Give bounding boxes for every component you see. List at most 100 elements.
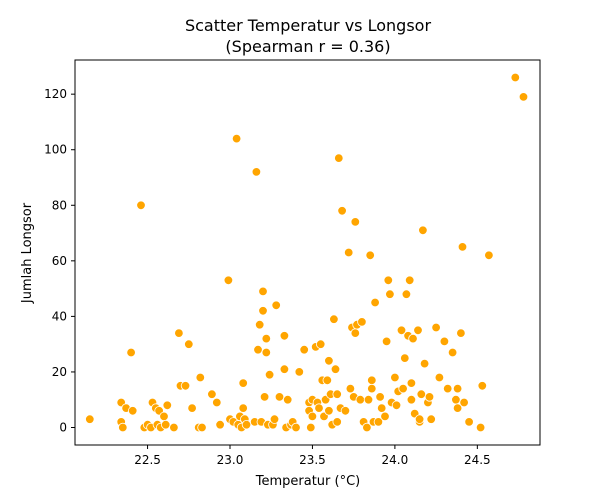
data-point — [401, 289, 412, 299]
data-point — [259, 392, 270, 402]
data-point — [253, 345, 263, 355]
data-point — [136, 200, 146, 211]
data-point — [127, 406, 138, 416]
data-point — [314, 403, 324, 413]
data-point — [334, 153, 344, 163]
data-point — [160, 420, 171, 430]
data-point — [291, 422, 301, 433]
data-point — [363, 395, 374, 405]
data-point — [261, 333, 272, 344]
data-point — [362, 422, 372, 433]
data-point — [365, 250, 375, 261]
data-point — [162, 400, 173, 411]
data-point — [238, 403, 248, 413]
data-point — [322, 375, 333, 386]
data-point — [223, 275, 234, 286]
data-point — [126, 347, 136, 358]
data-point — [391, 400, 402, 411]
data-point — [231, 133, 242, 144]
data-point — [197, 422, 207, 433]
data-point — [184, 339, 194, 349]
x-tick-label: 23.0 — [217, 453, 244, 467]
data-point — [215, 420, 225, 430]
data-point — [431, 322, 441, 333]
data-point — [459, 397, 469, 408]
data-point — [195, 372, 206, 383]
data-point — [419, 358, 430, 369]
data-point — [373, 417, 384, 427]
data-point — [269, 414, 280, 424]
data-point — [370, 297, 380, 308]
data-point — [340, 406, 351, 416]
data-point — [439, 336, 450, 347]
data-point — [385, 289, 395, 299]
data-point — [377, 403, 387, 413]
x-tick-label: 24.0 — [382, 453, 409, 467]
data-point — [464, 417, 474, 427]
y-axis-label: Jumlah Longsor — [20, 202, 35, 304]
y-tick-label: 0 — [59, 421, 67, 435]
data-point — [484, 250, 494, 261]
data-point — [332, 389, 342, 399]
chart-subtitle: (Spearman r = 0.36) — [225, 37, 390, 56]
data-point — [396, 325, 407, 336]
data-point — [316, 339, 326, 349]
data-point — [306, 422, 316, 433]
data-point — [406, 378, 417, 388]
data-point — [383, 275, 394, 286]
data-point — [434, 372, 445, 383]
x-axis-label: Temperatur (°C) — [255, 474, 361, 489]
data-point — [261, 347, 272, 358]
data-point — [241, 420, 252, 430]
data-point — [207, 389, 217, 399]
data-point — [337, 206, 347, 216]
data-point — [187, 403, 197, 413]
data-point — [251, 167, 262, 177]
data-point — [510, 72, 521, 83]
data-point — [169, 422, 179, 433]
data-point — [307, 411, 318, 422]
data-point — [405, 275, 415, 286]
data-point — [475, 422, 486, 433]
data-point — [344, 247, 354, 258]
y-tick-label: 40 — [52, 309, 67, 323]
data-point — [398, 383, 408, 394]
data-point — [518, 92, 529, 102]
data-point — [255, 320, 265, 330]
data-point — [414, 414, 425, 424]
y-axis: 0 20 40 60 80 100 120 — [44, 87, 75, 435]
data-point — [271, 300, 281, 311]
data-point — [350, 217, 361, 227]
data-point — [443, 383, 453, 394]
data-point — [294, 367, 305, 377]
y-tick-label: 80 — [52, 198, 67, 212]
data-point — [212, 397, 222, 408]
data-point — [258, 286, 268, 297]
data-point — [330, 364, 341, 374]
data-point — [390, 372, 400, 383]
data-point — [424, 392, 435, 402]
x-tick-label: 23.5 — [299, 453, 326, 467]
data-point — [447, 347, 458, 358]
chart-title: Scatter Temperatur vs Longsor — [185, 16, 431, 35]
data-point — [418, 225, 428, 236]
y-tick-label: 20 — [52, 365, 67, 379]
data-point — [477, 381, 488, 391]
data-point — [299, 345, 309, 355]
scatter-points — [85, 72, 529, 433]
data-point — [375, 392, 385, 402]
x-tick-label: 24.5 — [464, 453, 491, 467]
data-point — [279, 364, 290, 374]
data-point — [159, 411, 169, 422]
data-point — [452, 383, 463, 394]
data-point — [456, 328, 466, 338]
data-point — [357, 317, 367, 327]
data-point — [174, 328, 184, 338]
data-point — [413, 325, 423, 336]
data-point — [406, 395, 417, 405]
data-point — [118, 422, 128, 433]
data-point — [380, 411, 390, 422]
data-point — [416, 389, 427, 399]
data-point — [452, 403, 463, 413]
